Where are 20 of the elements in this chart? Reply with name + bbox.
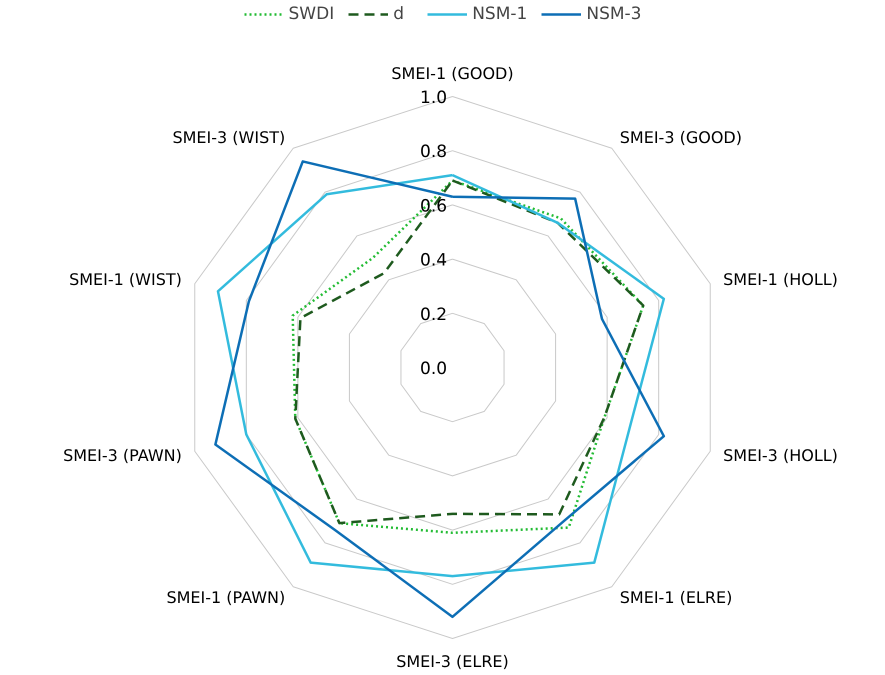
spoke-label: SMEI-1 (PAWN) [166,588,286,608]
y-tick-label: 0.6 [420,196,448,216]
y-tick-label: 0.8 [420,142,448,162]
spoke-label: SMEI-1 (GOOD) [391,64,514,83]
spoke-label: SMEI-3 (HOLL) [723,446,838,465]
spoke-label: SMEI-1 (HOLL) [723,270,838,290]
spoke-label: SMEI-3 (PAWN) [63,446,182,465]
spoke-label: SMEI-3 (ELRE) [396,652,509,672]
spoke-label: SMEI-3 (GOOD) [620,128,742,147]
y-tick-label: 0.4 [420,250,448,271]
y-tick-label: 0.0 [420,359,448,379]
legend-label: NSM-3 [586,4,642,24]
y-tick-label: 0.2 [420,304,448,325]
legend-label: NSM-1 [472,4,528,24]
spoke-label: SMEI-1 (ELRE) [620,588,732,608]
legend-label: d [393,4,406,24]
spoke-label: SMEI-3 (WIST) [172,128,286,147]
y-tick-label: 1.0 [420,88,448,108]
spoke-label: SMEI-1 (WIST) [69,270,182,290]
legend-label: SWDI [288,4,334,24]
